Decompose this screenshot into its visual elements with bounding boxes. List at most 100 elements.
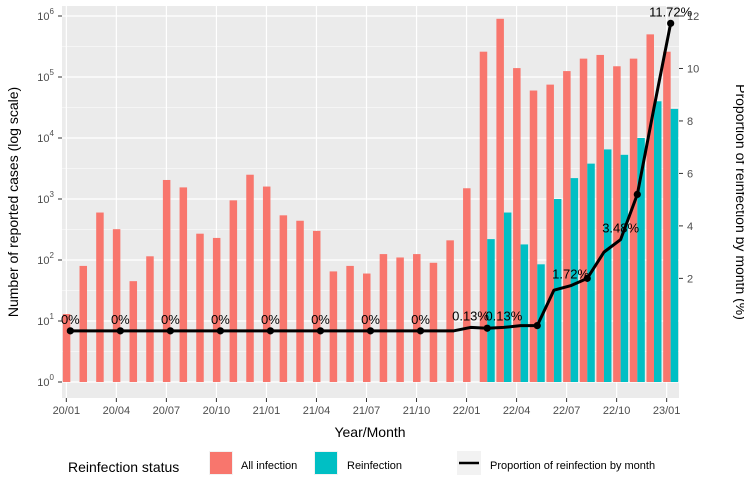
annotation-label: 0%: [411, 312, 430, 327]
bar-reinfection: [503, 212, 512, 382]
bar-all-infection: [179, 187, 188, 382]
x-tick-label: 21/10: [403, 405, 431, 417]
bar-all-infection: [479, 51, 488, 383]
bar-all-infection: [396, 257, 404, 382]
bar-all-infection: [629, 58, 638, 382]
bar-all-infection: [62, 314, 71, 382]
bar-reinfection: [653, 101, 662, 382]
proportion-point: [366, 327, 375, 335]
annotation-label: 0.13%: [485, 308, 522, 323]
bar-all-infection: [513, 68, 521, 383]
bar-all-infection: [112, 229, 121, 382]
annotation-label: 0%: [61, 312, 80, 327]
bar-all-infection: [329, 271, 338, 382]
legend-label-all-infection: All infection: [241, 460, 297, 472]
x-tick-label: 21/07: [353, 405, 381, 417]
bar-all-infection: [346, 265, 354, 382]
proportion-point: [633, 190, 641, 199]
x-tick-label: 20/10: [203, 405, 231, 417]
proportion-point: [216, 327, 225, 335]
proportion-point: [533, 321, 541, 330]
bar-all-infection: [362, 273, 371, 382]
bar-all-infection: [296, 220, 304, 382]
annotation-label: 1.72%: [552, 267, 589, 282]
bar-all-infection: [379, 254, 388, 382]
annotations: 0% 0% 0% 0% 0% 0% 0% 0% 0.13%0.13%1.72%3.48%11.7…: [61, 4, 693, 326]
bar-all-infection: [262, 186, 271, 382]
bar-all-infection: [613, 66, 621, 383]
x-tick-label: 22/04: [503, 405, 531, 417]
proportion-point: [667, 19, 675, 27]
bar-reinfection: [620, 154, 629, 382]
legend-title: Reinfection status: [68, 459, 179, 475]
bar-all-infection: [596, 54, 604, 382]
bar-all-infection: [162, 179, 171, 382]
y-axis-right-title: Proportion of reinfection by month (%): [733, 84, 744, 320]
x-tick-label: 23/01: [653, 405, 681, 417]
proportion-point: [166, 327, 174, 335]
annotation-label: 0%: [311, 312, 330, 327]
legend-label-reinfection: Reinfection: [347, 460, 402, 472]
bar-reinfection: [603, 149, 612, 382]
bar-all-infection: [146, 256, 154, 382]
bar-all-infection: [646, 34, 654, 383]
y-right-tick-label: 8: [687, 116, 693, 128]
y-right-tick-label: 10: [687, 63, 699, 75]
proportion-point: [416, 327, 425, 335]
bar-all-infection: [212, 237, 221, 382]
bar-all-infection: [229, 200, 238, 382]
proportion-point: [583, 274, 591, 282]
bar-reinfection: [637, 138, 645, 382]
bar-all-infection: [79, 265, 88, 382]
x-tick-label: 22/01: [453, 405, 481, 417]
legend: Reinfection status All infection Reinfec…: [68, 451, 655, 475]
legend-label-proportion: Proportion of reinfection by month: [490, 460, 655, 472]
bar-all-infection: [496, 18, 504, 383]
bar-all-infection: [429, 262, 438, 382]
proportion-line: [66, 19, 675, 335]
bar-all-infection: [463, 188, 471, 382]
legend-swatch-reinfection: [315, 452, 337, 474]
bar-all-infection: [96, 212, 104, 382]
x-tick-label: 21/04: [303, 405, 331, 417]
bar-reinfection: [520, 244, 529, 382]
y-right-tick-label: 2: [687, 273, 693, 285]
bar-all-infection: [579, 58, 588, 382]
proportion-point: [266, 327, 275, 335]
y-axis-left-title: Number of reported cases (log scale): [5, 87, 21, 317]
bar-all-infection: [546, 84, 554, 382]
bar-all-infection: [663, 51, 671, 383]
annotation-label: 0.13%: [452, 308, 489, 323]
y-right-tick-label: 12: [687, 11, 699, 23]
x-tick-label: 20/04: [103, 405, 131, 417]
annotation-label: 0%: [211, 312, 230, 327]
x-axis-title: Year/Month: [334, 424, 405, 440]
annotation-label: 0%: [361, 312, 380, 327]
bar-all-infection: [312, 230, 321, 382]
proportion-point: [66, 327, 74, 335]
x-tick-label: 22/07: [553, 405, 581, 417]
bar-all-infection: [563, 71, 571, 382]
annotation-label: 0%: [261, 312, 280, 327]
bar-reinfection: [537, 264, 545, 382]
bar-reinfection: [487, 239, 495, 382]
proportion-point: [316, 327, 325, 335]
bar-all-infection: [446, 240, 454, 382]
bar-reinfection: [670, 108, 679, 383]
x-tick-label: 20/07: [153, 405, 181, 417]
bar-all-infection: [413, 254, 421, 382]
annotation-label: 0%: [161, 312, 180, 327]
legend-swatch-all-infection: [210, 452, 232, 474]
annotation-label: 3.48%: [602, 221, 639, 236]
bar-all-infection: [196, 233, 204, 382]
x-tick-label: 21/01: [253, 405, 281, 417]
y-right-tick-label: 6: [687, 168, 693, 180]
proportion-point: [483, 324, 491, 332]
x-tick-label: 22/10: [603, 405, 631, 417]
x-tick-label: 20/01: [53, 405, 81, 417]
y-right-tick-label: 4: [687, 221, 693, 233]
bar-all-infection: [246, 174, 254, 382]
bar-all-infection: [529, 90, 538, 382]
